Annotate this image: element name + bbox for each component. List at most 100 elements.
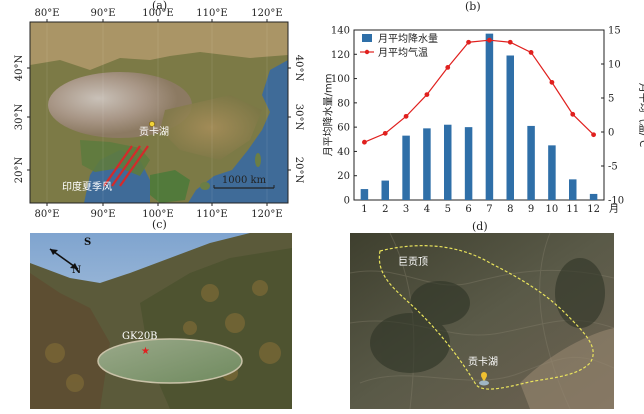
y2-tick-label: 15 — [608, 26, 621, 37]
lon-tick-bottom: 100°E — [142, 209, 173, 220]
precip-bar — [506, 55, 514, 200]
precip-bar — [569, 179, 577, 200]
x-tick-label: 3 — [403, 204, 409, 215]
lon-tick-top: 110°E — [196, 8, 227, 19]
lat-tick-left: 30°N — [14, 104, 25, 131]
sample-label: GK20B — [122, 331, 158, 342]
y-tick-label: 100 — [331, 74, 350, 85]
temp-point — [382, 130, 388, 136]
y-tick-label: 120 — [331, 50, 350, 61]
temp-point — [549, 79, 555, 85]
legend-marker-temp — [364, 49, 370, 55]
x-tick-label: 8 — [507, 204, 513, 215]
x-tick-label: 10 — [546, 204, 559, 215]
y2-tick-label: 10 — [608, 60, 621, 71]
x-tick-label: 7 — [486, 204, 492, 215]
panel-d-photo: 巨贡顶 贡卡湖 — [350, 233, 614, 409]
site-label: 贡卡湖 — [139, 125, 169, 138]
x-tick-label: 12 — [587, 204, 600, 215]
x-tick-label: 6 — [465, 204, 471, 215]
y-tick-label: 20 — [337, 171, 350, 182]
precip-bar — [402, 135, 410, 200]
legend-swatch-precip — [362, 34, 372, 42]
site-marker — [149, 121, 155, 127]
compass-arrow-icon — [49, 248, 79, 270]
scale-label: 1000 km — [222, 175, 267, 186]
lake-label: 贡卡湖 — [468, 355, 498, 368]
precip-bar — [381, 180, 389, 200]
monsoon-label: 印度夏季风 — [62, 180, 112, 193]
precip-bar — [527, 125, 535, 200]
panel-d-letter: (d) — [472, 220, 488, 233]
lat-tick-right: 30°N — [293, 104, 304, 131]
monsoon-arrows — [103, 145, 149, 187]
y-tick-label: 80 — [337, 98, 350, 109]
lon-tick-bottom: 90°E — [90, 209, 115, 220]
temp-point — [403, 113, 409, 119]
panel-b-letter: (b) — [465, 0, 481, 13]
temp-point — [528, 50, 534, 55]
lon-tick-top: 100°E — [142, 8, 173, 19]
y-axis-label: 月平均降水量/mm — [322, 74, 334, 157]
x-tick-label: 1 — [361, 204, 367, 215]
y2-tick-label: 5 — [608, 94, 614, 105]
precip-bar — [485, 33, 494, 201]
precip-bar — [444, 124, 452, 200]
temp-point — [591, 132, 596, 138]
tibetan-plateau — [48, 72, 192, 138]
lat-tick-left: 20°N — [14, 157, 25, 184]
compass-n: N — [72, 265, 81, 276]
temp-point — [424, 92, 430, 97]
y2-tick-label: -5 — [608, 162, 618, 173]
precip-bar — [423, 128, 431, 200]
lon-tick-bottom: 120°E — [251, 209, 282, 220]
lake-pin-icon — [481, 372, 487, 382]
map-frame — [29, 21, 289, 204]
temp-point — [570, 111, 576, 117]
y-tick-label: 40 — [337, 147, 350, 158]
y2-axis-label: 月平均气温/℃ — [637, 83, 644, 148]
legend-label-temp: 月平均气温 — [378, 46, 428, 59]
x-tick-label: 2 — [382, 204, 388, 215]
y-tick-label: 0 — [344, 196, 350, 207]
temp-point — [507, 39, 513, 45]
y2-tick-label: 0 — [608, 128, 614, 139]
lat-tick-right: 20°N — [293, 157, 304, 184]
temp-point — [466, 39, 471, 45]
panel-a-map: 80°E 90°E 100°E 110°E 120°E 80°E 90°E 10… — [14, 8, 304, 220]
lon-tick-bottom: 80°E — [34, 209, 59, 220]
lake — [98, 339, 242, 383]
x-axis-unit: 月 — [609, 203, 619, 215]
precip-bar — [589, 193, 598, 200]
lon-tick-bottom: 110°E — [196, 209, 227, 220]
precip-bar — [360, 189, 369, 200]
lat-tick-left: 40°N — [14, 55, 25, 82]
panel-c-photo: S N GK20B ★ — [30, 233, 292, 409]
x-tick-label: 5 — [445, 204, 451, 215]
lat-tick-right: 40°N — [293, 55, 304, 82]
x-tick-label: 4 — [424, 204, 430, 215]
precip-bar — [464, 127, 473, 200]
temp-line — [364, 39, 595, 143]
lon-tick-top: 120°E — [251, 8, 282, 19]
x-tick-label: 9 — [528, 204, 534, 215]
lon-tick-top: 90°E — [90, 8, 115, 19]
peak-label: 巨贡顶 — [398, 256, 428, 268]
precip-bar — [548, 145, 556, 200]
x-tick-label: 11 — [566, 204, 579, 215]
plot-frame — [353, 29, 605, 201]
lon-tick-top: 80°E — [34, 8, 59, 19]
y-tick-label: 140 — [331, 26, 350, 37]
temp-point — [487, 37, 492, 43]
catchment-boundary — [378, 245, 594, 390]
panel-a-letter: (a) — [152, 0, 168, 12]
compass-s: S — [84, 237, 91, 248]
y-tick-label: 60 — [337, 123, 350, 134]
y2-tick-label: -10 — [608, 196, 624, 207]
sample-star-icon: ★ — [141, 346, 150, 357]
legend-label-precip: 月平均降水量 — [378, 32, 438, 45]
temp-point — [445, 65, 451, 70]
panel-c-letter: (c) — [152, 218, 167, 231]
